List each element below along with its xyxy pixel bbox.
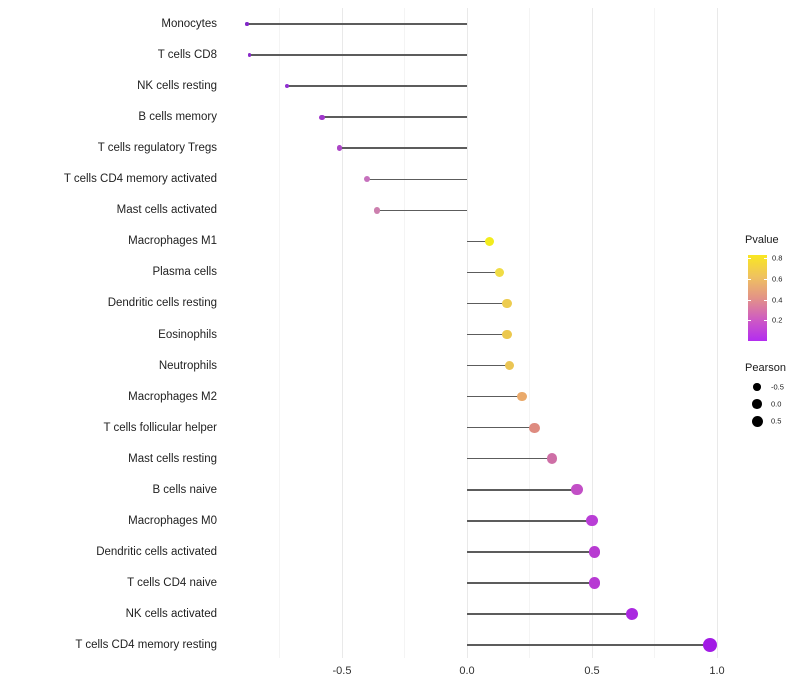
y-axis-category-label: Macrophages M0 [128,514,217,527]
lollipop-stem [467,489,577,491]
x-axis-tick-label: 0.5 [584,665,600,677]
data-point-dot [517,391,527,402]
data-point-dot [529,422,540,433]
gridline-major [591,8,593,658]
y-axis-category-label: NK cells resting [137,80,217,93]
lollipop-stem [467,644,710,646]
y-axis-category-label: Eosinophils [158,328,217,341]
y-axis-category-label: T cells CD4 memory resting [75,639,217,651]
data-point-dot [571,484,583,496]
data-point-dot [363,176,371,183]
y-axis-category-label: Plasma cells [152,266,217,279]
data-point-dot [319,114,325,120]
lollipop-stem [467,551,595,553]
y-axis-category-label: Macrophages M1 [128,235,217,248]
data-point-dot [546,453,558,464]
y-axis-category-label: NK cells activated [125,607,217,620]
gridline-major [466,8,468,658]
pearson-legend-label: 0.0 [771,399,782,409]
lollipop-stem [467,520,592,522]
lollipop-stem [467,457,552,460]
data-point-dot [373,207,381,214]
data-point-dot [502,329,512,340]
y-axis-category-label: B cells memory [138,111,217,124]
data-point-dot [284,83,290,89]
data-point-dot [336,145,343,152]
y-axis-category-label: Macrophages M2 [128,390,217,403]
data-point-dot [504,360,515,371]
gridline-minor [404,8,405,658]
lollipop-stem [467,395,522,398]
lollipop-stem [322,116,467,118]
pearson-legend-title: Pearson [745,362,786,374]
gridline-major [716,8,718,658]
lollipop-stem [287,85,467,87]
data-point-dot [494,267,505,278]
x-axis-tick-label: 0.0 [459,665,475,677]
data-point-dot [588,546,601,558]
y-axis-category-label: Dendritic cells activated [96,545,217,558]
data-point-dot [247,53,252,57]
y-axis-category-label: Dendritic cells resting [107,297,217,310]
lollipop-stem [467,613,632,615]
y-axis-category-label: Mast cells resting [128,452,217,465]
gridline-minor [279,8,280,658]
pvalue-tickmark [748,320,751,322]
lollipop-stem [249,54,467,56]
data-point-dot [702,638,717,652]
pvalue-gradient-bar [748,255,767,341]
pearson-legend-dot [752,399,762,409]
x-axis-tick-label: -0.5 [332,665,352,677]
data-point-dot [588,577,601,589]
pearson-legend-label: -0.5 [771,382,784,392]
pvalue-tickmark [764,258,767,259]
lollipop-stem [339,147,467,149]
data-point-dot [502,298,512,309]
pvalue-tickmark [764,320,767,322]
pvalue-tickmark [748,258,751,259]
y-axis-category-label: T cells follicular helper [103,421,217,434]
pvalue-tick-label: 0.6 [772,274,783,284]
pvalue-tickmark [764,278,767,280]
y-axis-category-label: T cells regulatory Tregs [97,142,217,155]
data-point-dot [586,515,598,527]
pearson-legend-dot [751,415,763,427]
data-point-dot [484,236,495,246]
y-axis-category-label: Monocytes [161,18,217,30]
data-point-dot [625,607,639,621]
y-axis-category-label: Mast cells activated [116,204,217,217]
gridline-major [341,8,343,658]
pearson-legend-label: 0.5 [771,416,782,426]
gridline-minor [529,8,530,658]
gridline-minor [654,8,655,658]
y-axis-category-label: T cells CD4 memory activated [63,173,217,186]
pvalue-tick-label: 0.2 [772,315,783,325]
lollipop-stem [467,240,490,243]
pvalue-tick-label: 0.8 [772,253,783,263]
pvalue-tickmark [764,299,767,301]
pearson-legend-dot [753,383,761,391]
y-axis-category-label: B cells naive [152,483,217,496]
lollipop-stem [467,426,535,429]
lollipop-stem [467,582,595,584]
y-axis-category-label: T cells CD4 naive [127,576,217,589]
y-axis-category-label: T cells CD8 [157,49,217,62]
lollipop-stem [247,23,467,25]
lollipop-stem [467,271,500,274]
lollipop-stem [467,302,507,305]
data-point-dot [245,22,249,26]
lollipop-stem [367,178,467,180]
lollipop-stem [467,333,507,336]
x-axis-tick-label: 1.0 [709,665,725,677]
pvalue-tickmark [748,299,751,301]
y-axis-category-label: Neutrophils [158,359,217,372]
lollipop-stem [377,209,467,212]
lollipop-stem [467,364,510,367]
pvalue-legend-title: Pvalue [745,234,779,246]
pvalue-tickmark [748,278,751,280]
pvalue-tick-label: 0.4 [772,295,783,305]
